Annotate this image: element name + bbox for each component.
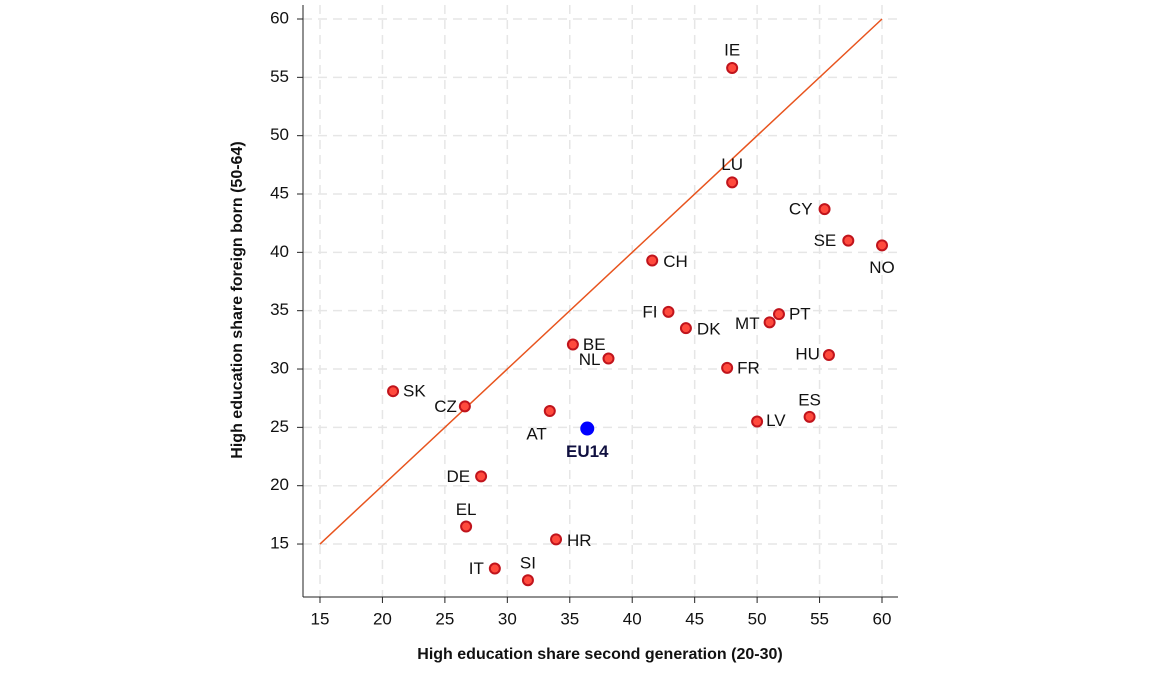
point: [679, 322, 692, 335]
point-label: MT: [735, 314, 760, 333]
point-label: DK: [697, 320, 721, 339]
point-label: HU: [795, 345, 820, 364]
point-label: PT: [789, 305, 811, 324]
point-label: LU: [721, 155, 743, 174]
point: [662, 305, 675, 318]
point-label: EU14: [566, 442, 609, 461]
point-label: IE: [724, 40, 740, 59]
point-label: EL: [456, 500, 477, 519]
y-tick-label: 35: [270, 300, 289, 319]
diagonal-line: [319, 18, 883, 545]
point-label: SE: [814, 231, 837, 250]
point: [772, 308, 785, 321]
y-tick-label: 45: [270, 183, 289, 202]
point: [475, 470, 488, 483]
point-label: IT: [469, 559, 484, 578]
x-tick-label: 20: [373, 609, 392, 628]
point-label: CY: [789, 200, 813, 219]
x-tick-label: 30: [498, 609, 517, 628]
y-tick-label: 30: [270, 359, 289, 378]
y-tick-label: 15: [270, 534, 289, 553]
point: [550, 533, 563, 546]
y-tick-label: 60: [270, 8, 289, 27]
y-tick-label: 25: [270, 417, 289, 436]
y-tick-label: 55: [270, 67, 289, 86]
point-label: FI: [642, 302, 657, 321]
point: [751, 415, 764, 428]
x-tick-label: 35: [560, 609, 579, 628]
point: [646, 254, 659, 267]
point: [460, 520, 473, 533]
x-tick-label: 40: [623, 609, 642, 628]
x-tick-label: 50: [748, 609, 767, 628]
point: [521, 574, 534, 587]
point: [842, 234, 855, 247]
point: [580, 421, 595, 436]
point: [566, 338, 579, 351]
point: [602, 352, 615, 365]
y-axis-title: High education share foreign born (50-64…: [229, 141, 246, 458]
point-label: NL: [579, 350, 601, 369]
x-tick-label: 60: [873, 609, 892, 628]
point: [763, 316, 776, 329]
point: [822, 349, 835, 362]
point-label: HR: [567, 531, 592, 550]
point: [387, 385, 400, 398]
point: [726, 176, 739, 189]
x-tick-label: 55: [810, 609, 829, 628]
point-label: DE: [446, 467, 470, 486]
point-label: CZ: [434, 397, 457, 416]
point: [721, 361, 734, 374]
y-tick-label: 20: [270, 475, 289, 494]
point: [543, 405, 556, 418]
point-label: FR: [737, 358, 760, 377]
x-axis-title: High education share second generation (…: [417, 646, 782, 663]
point-label: NO: [869, 258, 895, 277]
point: [458, 400, 471, 413]
point: [488, 562, 501, 575]
point-label: AT: [526, 425, 546, 444]
point-label: ES: [798, 390, 821, 409]
point-label: SI: [520, 554, 536, 573]
x-tick-label: 25: [435, 609, 454, 628]
y-tick-label: 50: [270, 125, 289, 144]
point: [818, 203, 831, 216]
point-label: BE: [583, 335, 606, 354]
point: [803, 410, 816, 423]
point: [876, 239, 889, 252]
y-tick-label: 40: [270, 242, 289, 261]
point: [726, 62, 739, 75]
point-label: CH: [663, 252, 688, 271]
point-label: SK: [403, 382, 426, 401]
x-tick-label: 45: [685, 609, 704, 628]
x-tick-label: 15: [311, 609, 330, 628]
point-label: LV: [766, 411, 786, 430]
